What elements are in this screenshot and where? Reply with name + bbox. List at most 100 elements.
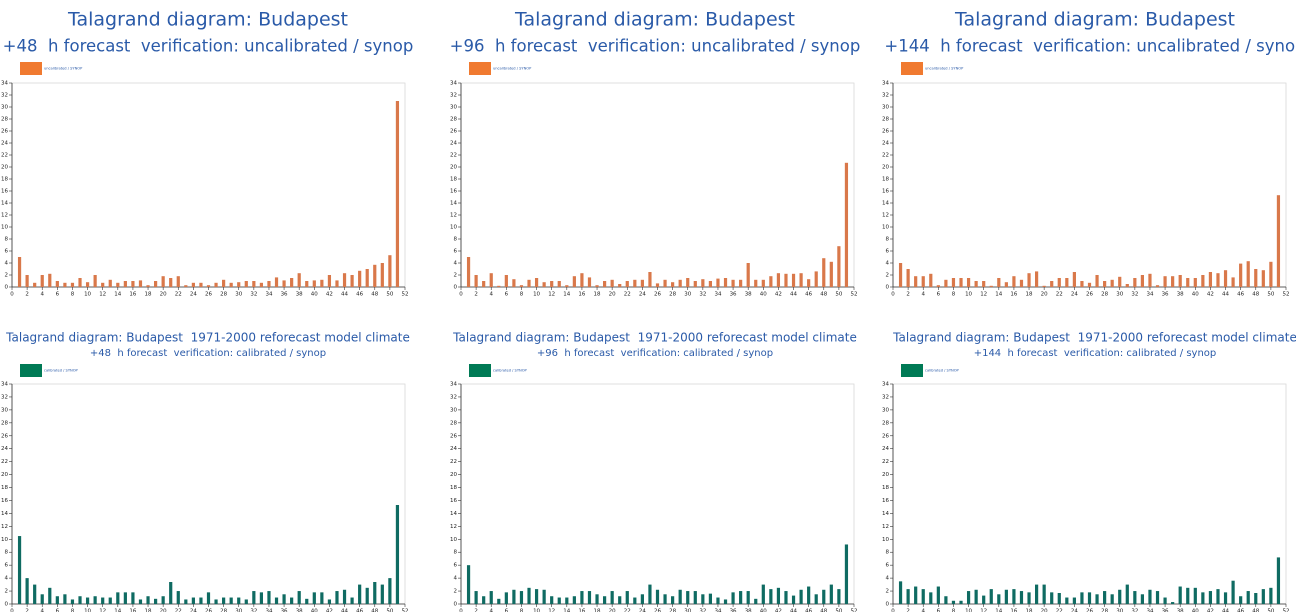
x-tick-label: 48 bbox=[371, 609, 378, 612]
bar bbox=[686, 591, 690, 604]
bar bbox=[33, 282, 37, 287]
plot-frame bbox=[892, 383, 1287, 605]
bar bbox=[1012, 589, 1016, 604]
x-tick-label: 20 bbox=[1041, 292, 1048, 298]
bar bbox=[1186, 587, 1190, 604]
bar bbox=[997, 278, 1001, 287]
x-tick-label: 0 bbox=[10, 292, 14, 298]
bar bbox=[906, 589, 910, 604]
bar bbox=[335, 280, 339, 287]
x-tick-label: 36 bbox=[1162, 292, 1169, 298]
chart-title: Talagrand diagram: Budapest 1971-2000 re… bbox=[5, 331, 410, 345]
x-tick-label: 30 bbox=[684, 609, 691, 612]
x-tick-label: 36 bbox=[1162, 609, 1169, 612]
bar bbox=[1072, 272, 1076, 287]
x-tick-label: 46 bbox=[1237, 292, 1244, 298]
y-tick-label: 26 bbox=[882, 433, 889, 439]
x-tick-label: 20 bbox=[609, 609, 616, 612]
bar bbox=[395, 505, 400, 604]
bar bbox=[693, 281, 697, 287]
y-tick-label: 22 bbox=[882, 153, 889, 159]
y-tick-label: 20 bbox=[1, 472, 8, 478]
bar bbox=[898, 263, 903, 287]
y-tick-label: 24 bbox=[1, 446, 8, 452]
bar bbox=[1019, 591, 1024, 604]
y-tick-label: 22 bbox=[1, 459, 8, 465]
x-tick-label: 46 bbox=[356, 292, 363, 298]
y-tick-label: 0 bbox=[5, 602, 9, 608]
x-tick-label: 0 bbox=[10, 609, 14, 612]
bar bbox=[799, 589, 803, 604]
x-tick-label: 36 bbox=[730, 292, 737, 298]
chart-subtitle: +48 h forecast verification: calibrated … bbox=[90, 348, 326, 359]
bar bbox=[48, 587, 52, 604]
bar bbox=[116, 282, 120, 287]
x-tick-label: 50 bbox=[835, 609, 842, 612]
bar bbox=[542, 589, 546, 604]
y-tick-label: 34 bbox=[882, 382, 889, 388]
x-tick-label: 50 bbox=[835, 292, 842, 298]
bar bbox=[723, 278, 728, 287]
chart-title: Talagrand diagram: Budapest 1971-2000 re… bbox=[452, 331, 857, 345]
bar bbox=[625, 281, 629, 287]
y-tick-label: 18 bbox=[450, 485, 457, 491]
y-tick-label: 22 bbox=[450, 153, 457, 159]
x-tick-label: 18 bbox=[145, 609, 152, 612]
y-tick-label: 16 bbox=[1, 498, 8, 504]
x-tick-label: 10 bbox=[84, 292, 91, 298]
y-tick-label: 8 bbox=[886, 550, 890, 556]
bar bbox=[761, 279, 765, 287]
bar bbox=[229, 597, 233, 604]
bar bbox=[176, 276, 180, 287]
y-tick-label: 32 bbox=[1, 394, 8, 400]
x-tick-label: 32 bbox=[250, 609, 257, 612]
y-tick-label: 24 bbox=[1, 141, 8, 147]
bar bbox=[1261, 270, 1265, 287]
bar bbox=[78, 278, 82, 287]
legend-label: calibrated / SYNOP bbox=[925, 369, 960, 373]
bar bbox=[17, 536, 22, 604]
bar bbox=[678, 279, 682, 287]
bar bbox=[731, 592, 735, 604]
bar bbox=[1050, 281, 1054, 287]
x-tick-label: 22 bbox=[1056, 292, 1063, 298]
x-tick-label: 40 bbox=[1192, 609, 1199, 612]
y-tick-label: 34 bbox=[882, 81, 889, 87]
x-tick-label: 42 bbox=[775, 292, 782, 298]
bar bbox=[671, 282, 675, 287]
y-tick-label: 4 bbox=[886, 261, 890, 267]
bar bbox=[708, 593, 713, 604]
y-tick-label: 30 bbox=[1, 407, 8, 413]
bar bbox=[791, 273, 796, 287]
bar bbox=[542, 282, 546, 287]
bar bbox=[350, 597, 354, 604]
bar bbox=[131, 281, 135, 287]
x-tick-label: 0 bbox=[459, 609, 463, 612]
bar bbox=[602, 281, 607, 287]
x-tick-label: 38 bbox=[1177, 292, 1184, 298]
x-tick-label: 0 bbox=[459, 292, 463, 298]
bar bbox=[1171, 276, 1175, 287]
bar bbox=[701, 594, 705, 604]
y-tick-label: 12 bbox=[450, 524, 457, 530]
y-tick-label: 24 bbox=[450, 141, 457, 147]
x-tick-label: 12 bbox=[99, 609, 106, 612]
x-tick-label: 16 bbox=[578, 292, 585, 298]
panel: Talagrand diagram: Budapest +144 h foreca… bbox=[882, 9, 1296, 298]
x-tick-label: 34 bbox=[714, 292, 721, 298]
x-tick-label: 28 bbox=[669, 292, 676, 298]
bar bbox=[1140, 275, 1145, 287]
bar bbox=[138, 280, 143, 287]
x-tick-label: 44 bbox=[790, 292, 797, 298]
bar bbox=[640, 279, 644, 287]
bar bbox=[1042, 584, 1046, 604]
chart-title: Talagrand diagram: Budapest bbox=[514, 9, 795, 31]
x-tick-label: 44 bbox=[341, 292, 348, 298]
x-tick-label: 26 bbox=[205, 292, 212, 298]
y-tick-label: 20 bbox=[882, 165, 889, 171]
x-tick-label: 40 bbox=[760, 292, 767, 298]
y-tick-label: 26 bbox=[1, 433, 8, 439]
bar bbox=[822, 589, 826, 604]
bar bbox=[844, 162, 849, 287]
x-tick-label: 52 bbox=[851, 609, 858, 612]
